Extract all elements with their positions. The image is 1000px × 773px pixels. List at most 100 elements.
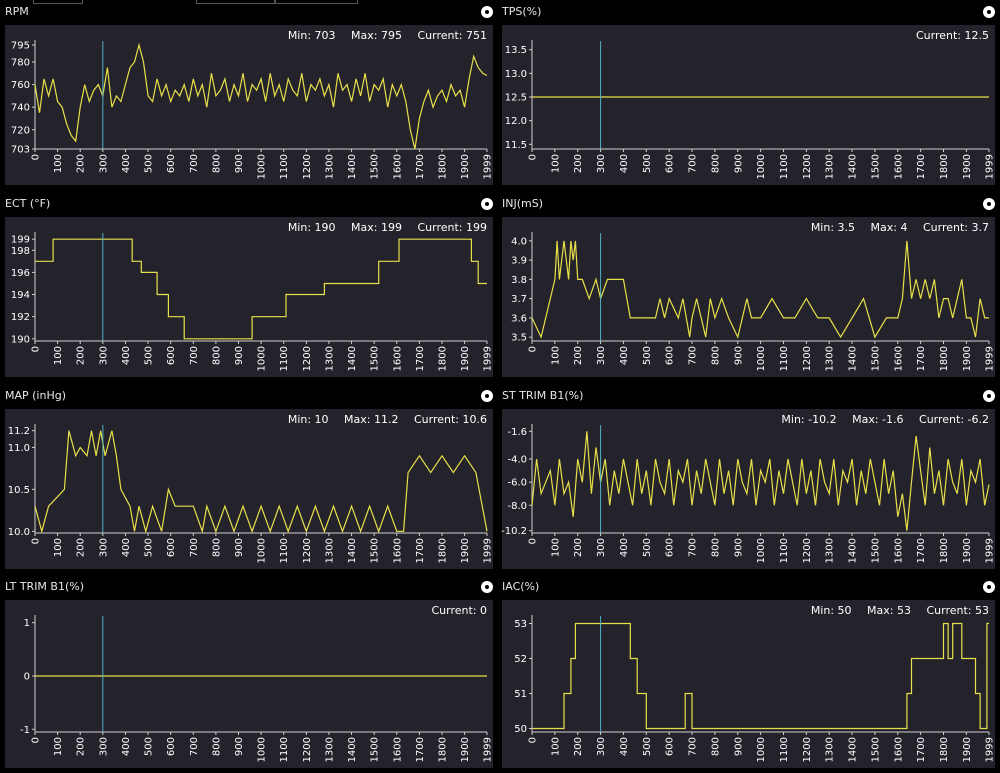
panel-options-icon[interactable]	[983, 198, 995, 210]
x-tick-label: 1800	[939, 737, 950, 762]
panel-options-icon[interactable]	[481, 390, 493, 402]
stat-max: Max: 4	[870, 221, 908, 234]
chart-stats: Min: 50 Max: 53 Current: 53	[799, 604, 989, 617]
x-tick-label: 1700	[415, 154, 426, 179]
x-tick-label: 1800	[939, 538, 950, 563]
x-tick-label: 700	[189, 737, 200, 756]
x-tick-label: 600	[166, 538, 177, 557]
x-tick-label: 600	[665, 154, 676, 173]
x-tick-label: 600	[665, 346, 676, 365]
chart-svg[interactable]: 11.2 11.0 10.5 10.00 100 200 300 400 500 600 700 80…	[5, 409, 494, 569]
x-tick-label: 300	[596, 154, 607, 173]
stat-max: Max: 795	[351, 29, 402, 42]
x-tick-label: 1900	[962, 154, 973, 179]
x-tick-label: 500	[642, 538, 653, 557]
chart-stats: Min: 10 Max: 11.2 Current: 10.6	[276, 413, 487, 426]
y-tick-label: 3.6	[511, 313, 527, 324]
x-tick-label: 300	[98, 538, 109, 557]
x-tick-label: 1100	[779, 154, 790, 179]
x-tick-label: 900	[733, 737, 744, 756]
chart-svg[interactable]: 4.0 3.9 3.8 3.7 3.6 3.50 100 200 300 400 500 600 700…	[502, 217, 996, 377]
x-tick-label: 1600	[392, 737, 403, 762]
x-tick-label: 1700	[916, 346, 927, 371]
panel-options-icon[interactable]	[983, 581, 995, 593]
y-tick-label: 780	[11, 57, 30, 68]
x-tick-label: 900	[733, 346, 744, 365]
stat-current: Current: 751	[417, 29, 487, 42]
x-tick-label: 1000	[756, 737, 767, 762]
x-tick-label: 800	[710, 538, 721, 557]
x-tick-label: 1500	[370, 346, 381, 371]
x-tick-label: 100	[550, 154, 561, 173]
panel-options-icon[interactable]	[481, 581, 493, 593]
x-tick-label: 1300	[324, 538, 335, 563]
x-tick-label: 400	[619, 154, 630, 173]
x-tick-label: 800	[211, 154, 222, 173]
panel-options-icon[interactable]	[983, 6, 995, 18]
x-tick-label: 1800	[438, 346, 449, 371]
x-tick-label: 200	[573, 346, 584, 365]
panel-options-icon[interactable]	[983, 390, 995, 402]
x-tick-label: 0	[31, 154, 42, 160]
chart-area: Min: 10 Max: 11.2 Current: 10.6 11.2 11.0…	[5, 409, 494, 569]
x-tick-label: 800	[710, 154, 721, 173]
x-tick-label: 100	[53, 154, 64, 173]
x-tick-label: 0	[528, 737, 539, 743]
x-tick-label: 1200	[802, 538, 813, 563]
x-tick-label: 1300	[324, 346, 335, 371]
y-tick-label: 53	[514, 619, 527, 630]
y-tick-label: 3.7	[511, 294, 527, 305]
x-tick-label: 1999	[483, 538, 494, 563]
x-tick-label: 1900	[962, 346, 973, 371]
chart-area: Min: 703 Max: 795 Current: 751 795 780 760…	[5, 25, 494, 185]
x-tick-label: 1000	[756, 346, 767, 371]
x-tick-label: 1300	[825, 538, 836, 563]
x-tick-label: 1000	[257, 154, 268, 179]
stat-max: Max: 199	[351, 221, 402, 234]
x-tick-label: 800	[710, 346, 721, 365]
stat-max: Max: 11.2	[344, 413, 399, 426]
x-tick-label: 500	[144, 346, 155, 365]
x-tick-label: 400	[121, 346, 132, 365]
x-tick-label: 300	[98, 346, 109, 365]
x-tick-label: 1200	[802, 154, 813, 179]
top-tab-1[interactable]	[33, 0, 83, 4]
y-tick-label: 11.2	[8, 426, 30, 437]
top-tab-3[interactable]	[274, 0, 358, 4]
chart-stats: Min: 3.5 Max: 4 Current: 3.7	[799, 221, 989, 234]
x-tick-label: 500	[642, 737, 653, 756]
stat-min: Min: -10.2	[781, 413, 837, 426]
top-tab-2[interactable]	[196, 0, 276, 4]
chart-stats: Min: 190 Max: 199 Current: 199	[276, 221, 487, 234]
chart-area: Min: 190 Max: 199 Current: 199 199 198 196…	[5, 217, 494, 377]
x-tick-label: 700	[688, 538, 699, 557]
y-tick-label: 13.5	[505, 45, 527, 56]
chart-svg[interactable]: 13.5 13.0 12.5 12.0 11.50 100 200 300 400 500 600 7…	[502, 25, 996, 185]
x-tick-label: 1100	[279, 538, 290, 563]
x-tick-label: 1300	[324, 154, 335, 179]
x-tick-label: 1999	[985, 154, 996, 179]
x-tick-label: 400	[619, 737, 630, 756]
chart-svg[interactable]: 53 52 51 500 100 200 300 400 500 600 700 800 900 1000…	[502, 600, 996, 768]
chart-svg[interactable]: -1.6 -4.0 -6.0 -8.0 -10.20 100 200 300 400 500 600…	[501, 409, 996, 569]
y-tick-label: -4.0	[507, 455, 527, 466]
panel-options-icon[interactable]	[481, 198, 493, 210]
x-tick-label: 1500	[870, 538, 881, 563]
x-tick-label: 1500	[870, 154, 881, 179]
x-tick-label: 1200	[302, 737, 313, 762]
x-tick-label: 700	[688, 737, 699, 756]
x-tick-label: 1999	[985, 346, 996, 371]
y-tick-label: 11.0	[8, 443, 30, 454]
x-tick-label: 1800	[939, 154, 950, 179]
series-line	[531, 240, 989, 339]
x-tick-label: 1600	[392, 346, 403, 371]
y-tick-label: 3.9	[511, 256, 527, 267]
chart-svg[interactable]: 10-10 100 200 300 400 500 600 700 800 900 1000 1100…	[5, 600, 494, 768]
x-tick-label: 1999	[483, 154, 494, 179]
x-tick-label: 900	[234, 538, 245, 557]
x-tick-label: 1200	[302, 346, 313, 371]
panel-options-icon[interactable]	[481, 6, 493, 18]
x-tick-label: 0	[31, 538, 42, 544]
